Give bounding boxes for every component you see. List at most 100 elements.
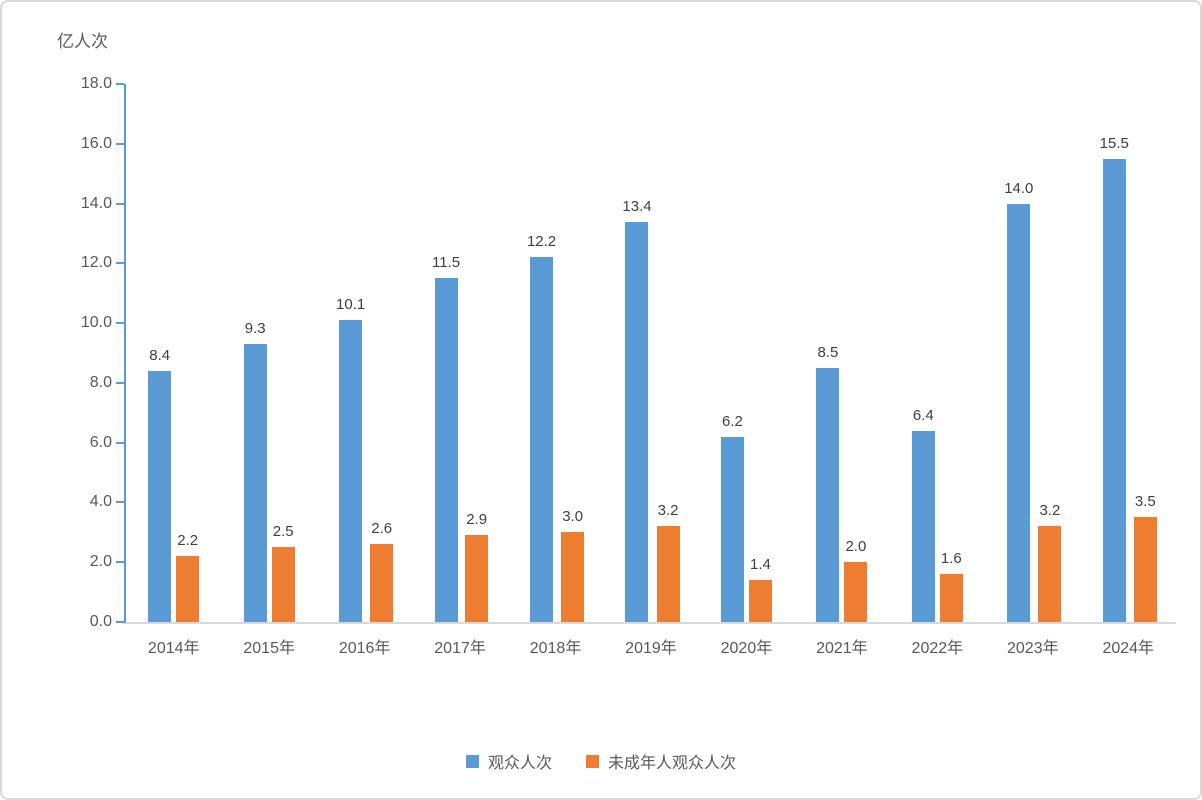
bar-value-label: 2.9 [466, 511, 488, 529]
bar-group: 14.0 3.2 2023年 [985, 84, 1080, 657]
bar-group: 6.4 1.6 2022年 [890, 84, 985, 657]
bar-value-label: 3.0 [562, 508, 584, 526]
y-tick-mark [116, 501, 124, 504]
bar-column-audience: 8.5 [816, 343, 840, 622]
bar-pair: 14.0 3.2 [1004, 180, 1062, 622]
bar-value-label: 2.0 [845, 538, 867, 556]
bar-group: 6.2 1.4 2020年 [699, 84, 794, 657]
bar-audience [625, 221, 649, 622]
bar-pair: 12.2 3.0 [527, 233, 585, 622]
bar-value-label: 13.4 [622, 197, 652, 215]
bar-column-minor-audience: 3.0 [561, 508, 585, 622]
y-tick-label: 8.0 [89, 373, 112, 391]
bar-value-label: 2.6 [371, 520, 393, 538]
bar-value-label: 6.2 [722, 412, 743, 430]
bar-value-label: 8.5 [817, 343, 839, 361]
bar-column-audience: 8.4 [148, 347, 172, 622]
bar-pair: 6.2 1.4 [720, 412, 772, 622]
bar-group: 8.5 2.0 2021年 [794, 84, 889, 657]
bar-value-label: 12.2 [526, 233, 557, 251]
bar-column-minor-audience: 3.2 [1038, 502, 1062, 622]
bar-group: 15.5 3.5 2024年 [1081, 84, 1176, 657]
bar-pair: 8.4 2.2 [148, 347, 200, 622]
bar-minor-audience [748, 580, 772, 622]
bar-column-audience: 6.2 [720, 412, 744, 622]
bar-column-audience: 12.2 [527, 233, 556, 622]
x-axis-label: 2017年 [434, 640, 486, 657]
y-tick-label: 2.0 [89, 553, 112, 571]
bar-column-audience: 10.1 [336, 296, 365, 622]
bar-pair: 11.5 2.9 [432, 254, 489, 622]
bar-audience [1102, 158, 1126, 622]
bar-value-label: 6.4 [912, 406, 934, 424]
y-tick-label: 12.0 [80, 254, 112, 272]
bar-minor-audience [370, 544, 394, 622]
bar-group: 11.5 2.9 2017年 [412, 84, 507, 657]
y-tick-mark [116, 381, 124, 384]
y-tick-mark [116, 441, 124, 444]
bar-column-audience: 9.3 [243, 320, 267, 622]
bar-column-audience: 11.5 [432, 254, 460, 622]
y-tick-mark [116, 142, 124, 145]
legend-swatch-icon [465, 754, 479, 768]
bar-minor-audience [939, 574, 963, 622]
bar-audience [434, 278, 458, 622]
x-axis-label: 2015年 [243, 640, 295, 657]
bar-value-label: 1.4 [750, 556, 771, 574]
bar-audience [720, 436, 744, 622]
x-axis-label: 2022年 [911, 640, 964, 657]
bar-minor-audience [1133, 517, 1157, 622]
bar-audience [339, 320, 363, 622]
bar-column-audience: 6.4 [911, 406, 935, 622]
bar-audience [530, 257, 554, 622]
x-axis-label: 2021年 [816, 640, 868, 657]
y-tick-mark [116, 262, 124, 265]
x-axis-label: 2020年 [720, 640, 773, 657]
x-axis-label: 2019年 [625, 640, 677, 657]
bar-value-label: 10.1 [336, 296, 366, 314]
legend-item-audience: 观众人次 [465, 749, 552, 773]
bar-pair: 15.5 3.5 [1100, 135, 1157, 622]
legend-swatch-icon [586, 754, 599, 768]
bar-pair: 13.4 3.2 [622, 197, 680, 622]
bar-minor-audience [1038, 526, 1062, 622]
bar-audience [911, 430, 935, 622]
y-tick-label: 10.0 [80, 314, 112, 332]
bar-value-label: 2.5 [272, 523, 294, 541]
y-tick-mark [116, 322, 124, 325]
y-tick-label: 6.0 [89, 433, 112, 451]
bar-pair: 9.3 2.5 [243, 320, 295, 622]
bar-pair: 8.5 2.0 [816, 343, 868, 622]
bar-pair: 6.4 1.6 [911, 406, 963, 622]
bar-column-minor-audience: 2.5 [271, 523, 295, 622]
bar-column-audience: 14.0 [1004, 180, 1033, 622]
y-tick-mark [116, 561, 124, 564]
bar-minor-audience [465, 535, 489, 622]
y-tick-mark [116, 202, 124, 205]
y-tick-label: 4.0 [89, 493, 112, 511]
bar-value-label: 3.5 [1134, 493, 1156, 511]
bar-column-minor-audience: 1.4 [748, 556, 772, 622]
bar-audience [816, 367, 840, 622]
bar-column-minor-audience: 3.5 [1133, 493, 1157, 622]
bar-value-label: 3.2 [657, 502, 679, 520]
bar-value-label: 9.3 [244, 320, 266, 338]
legend: 观众人次 未成年人观众人次 [2, 749, 1200, 773]
bar-column-minor-audience: 2.2 [176, 532, 200, 622]
y-tick-label: 0.0 [89, 613, 112, 630]
y-tick-label: 18.0 [80, 75, 112, 92]
bar-value-label: 2.2 [177, 532, 199, 550]
x-axis-label: 2024年 [1102, 640, 1155, 657]
y-tick-label: 16.0 [80, 134, 112, 152]
bar-column-audience: 15.5 [1100, 135, 1129, 622]
bar-value-label: 15.5 [1099, 134, 1129, 152]
bar-groups: 8.4 2.2 2014年 9.3 2.5 2015年 10.1 2.6 2016年 11.5 2.… [126, 84, 1176, 657]
bar-value-label: 1.6 [940, 550, 962, 568]
bar-minor-audience [176, 556, 200, 622]
legend-label: 观众人次 [487, 755, 552, 772]
bar-minor-audience [561, 532, 585, 622]
bar-column-minor-audience: 2.9 [465, 511, 489, 622]
y-axis-unit-label: 亿人次 [57, 32, 108, 51]
bar-column-minor-audience: 2.0 [844, 538, 868, 622]
